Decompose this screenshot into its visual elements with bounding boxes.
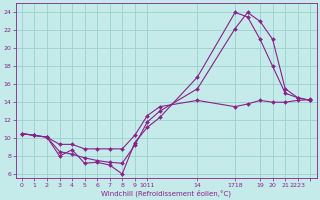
X-axis label: Windchill (Refroidissement éolien,°C): Windchill (Refroidissement éolien,°C) bbox=[101, 189, 231, 197]
